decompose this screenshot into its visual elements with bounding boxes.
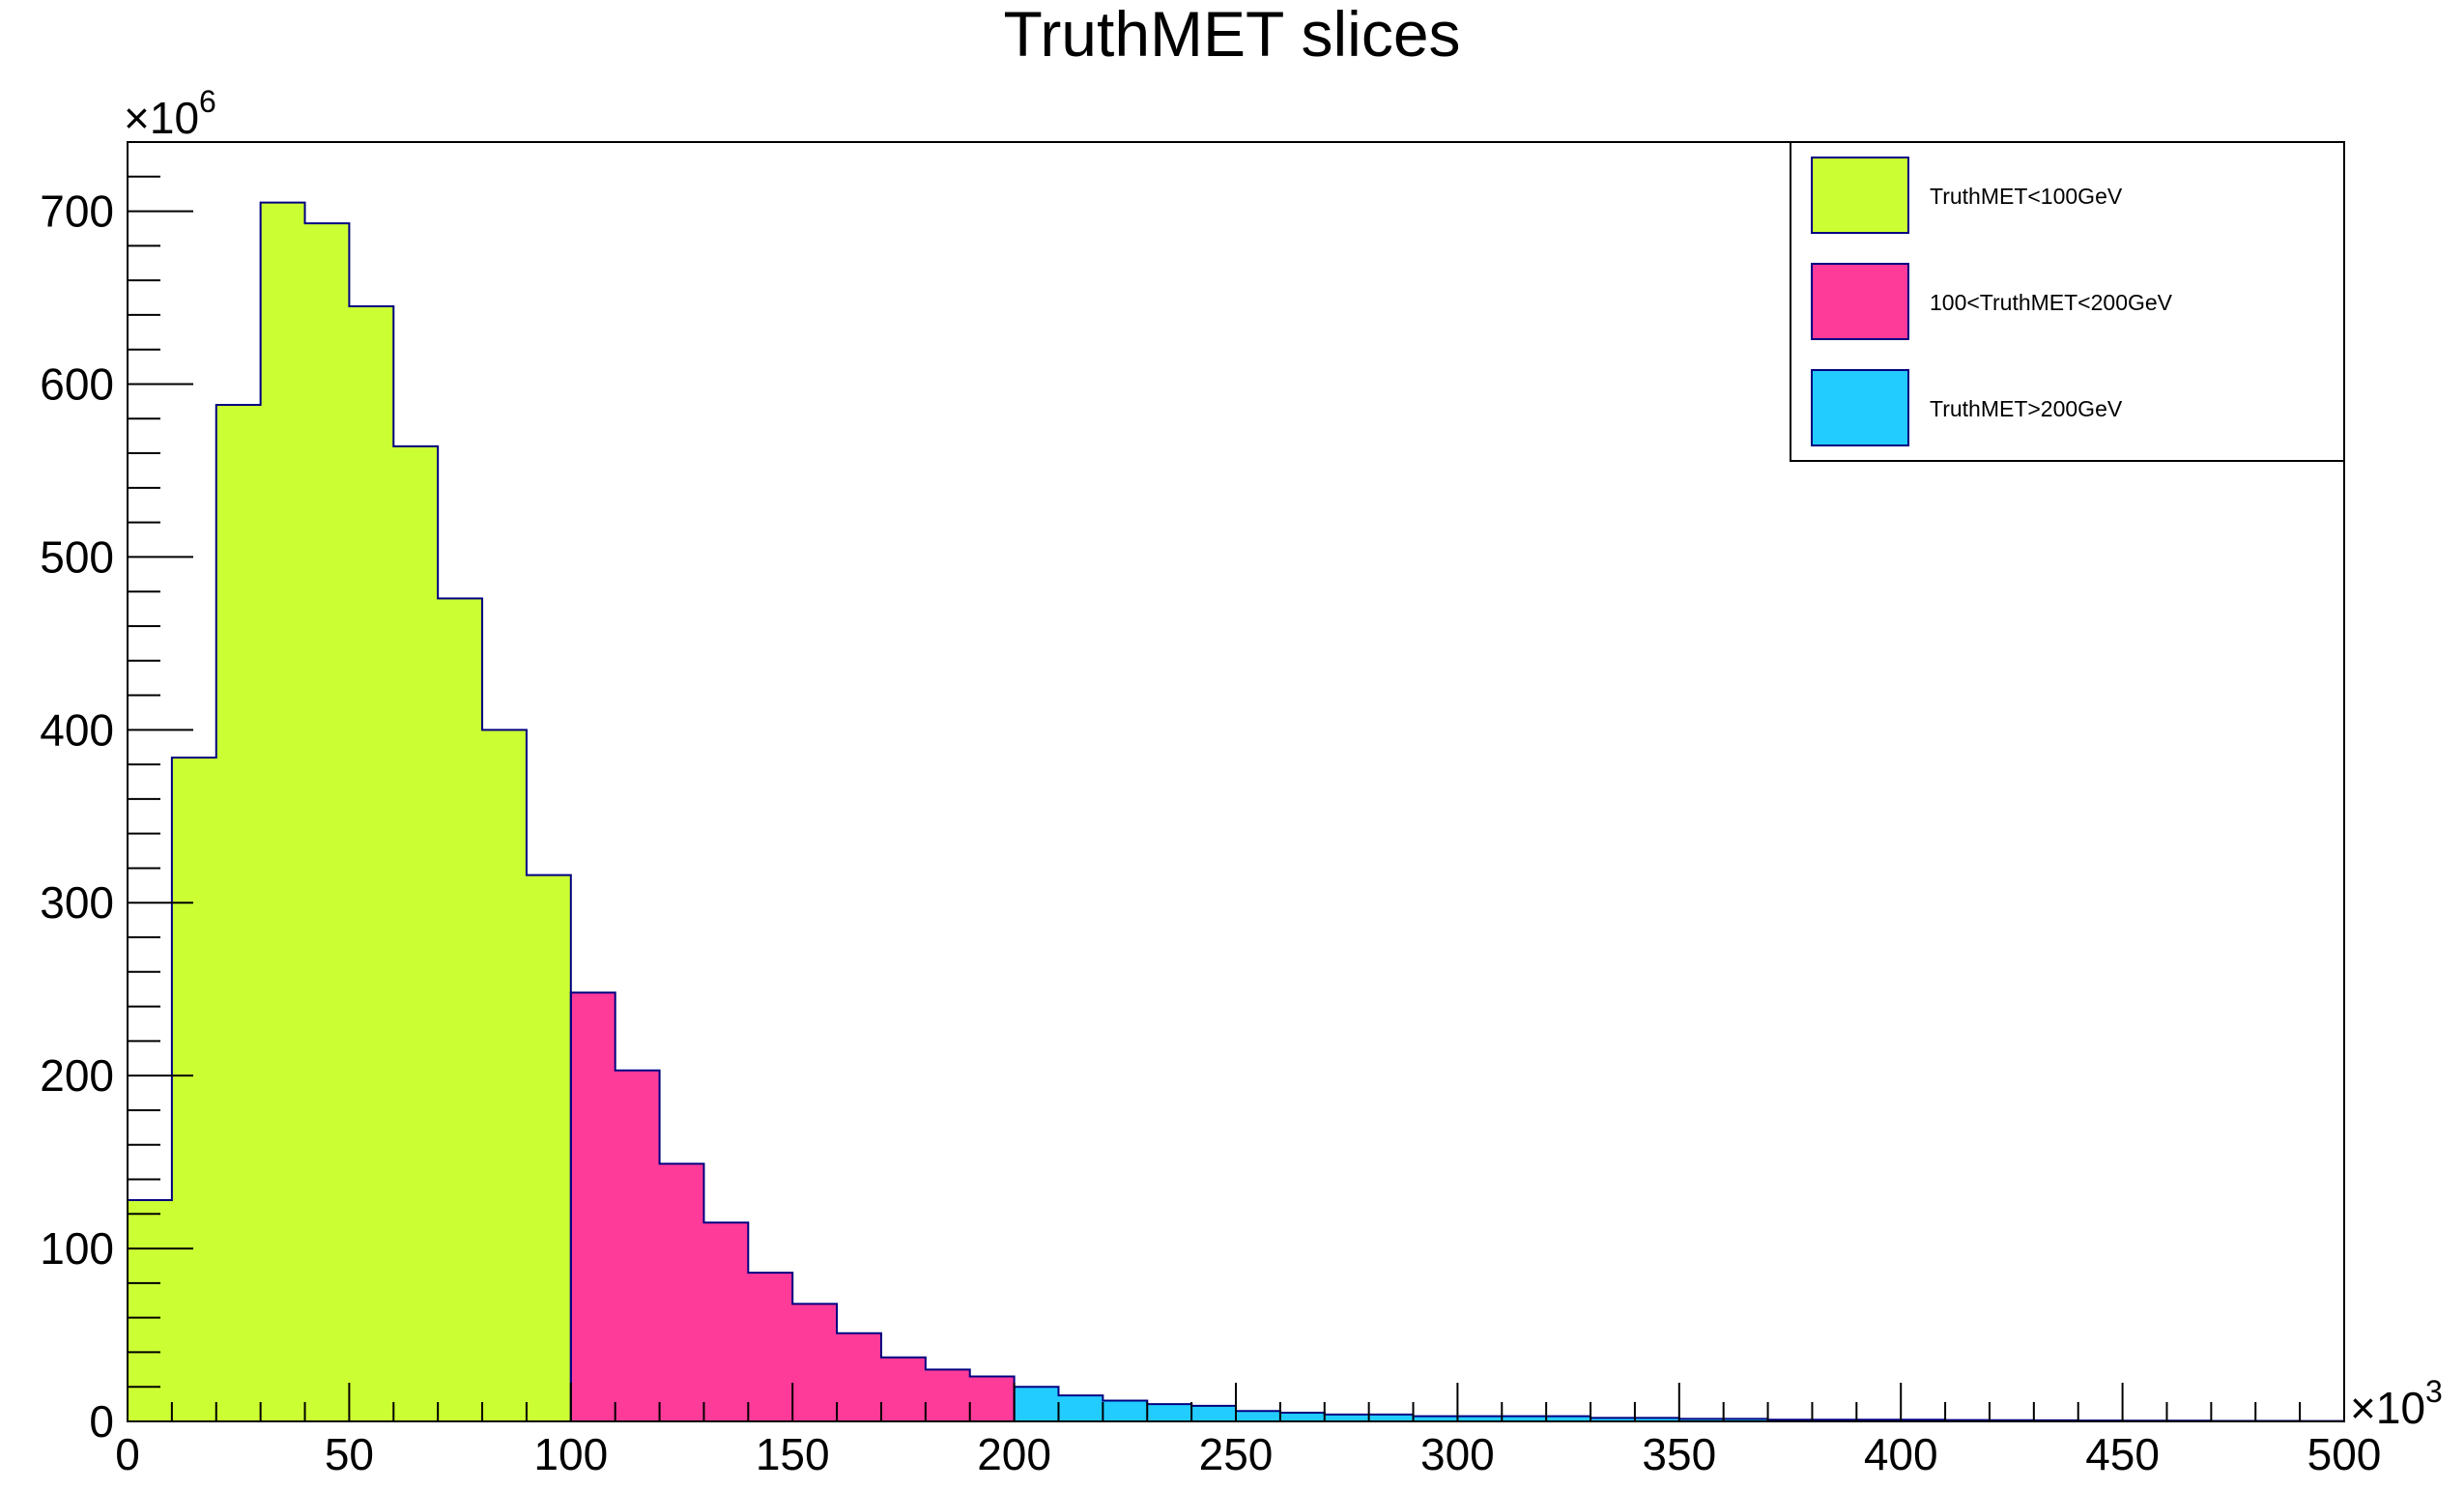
- legend-label-truthmet-low: TruthMET<100GeV: [1930, 184, 2123, 209]
- y-multiplier-exp: 6: [199, 84, 216, 119]
- x-tick-label: 450: [2085, 1429, 2160, 1479]
- chart-title: TruthMET slices: [1003, 0, 1460, 70]
- x-tick-label: 500: [2307, 1429, 2382, 1479]
- x-tick-label: 300: [1420, 1429, 1495, 1479]
- y-tick-label: 600: [40, 358, 114, 409]
- x-tick-label: 0: [115, 1429, 140, 1479]
- y-tick-label: 200: [40, 1050, 114, 1101]
- x-axis: 0 50 100 150 200 250 300 350 400 450 500: [115, 1383, 2381, 1479]
- bar-0-0: [128, 1199, 173, 1421]
- y-tick-label: 400: [40, 704, 114, 755]
- bar-2-2: [1103, 1400, 1148, 1421]
- bar-2-1: [1058, 1395, 1103, 1421]
- bar-0-1: [171, 757, 217, 1421]
- y-tick-label: 300: [40, 877, 114, 928]
- legend: TruthMET<100GeV 100<TruthMET<200GeV Trut…: [1790, 141, 2345, 462]
- bar-1-1: [615, 1070, 661, 1421]
- bar-0-5: [349, 305, 394, 1422]
- x-tick-label: 100: [533, 1429, 608, 1479]
- y-multiplier: ×106: [124, 84, 216, 143]
- bar-2-10: [1457, 1416, 1503, 1421]
- bar-2-6: [1279, 1413, 1326, 1421]
- y-axis: 0 100 200 300 400 500 600 700: [40, 141, 193, 1447]
- x-multiplier: ×103: [2350, 1374, 2443, 1433]
- x-tick-label: 400: [1864, 1429, 1938, 1479]
- y-tick-label: 100: [40, 1223, 114, 1274]
- bar-1-0: [570, 992, 616, 1421]
- bar-0-4: [304, 223, 350, 1421]
- bar-0-6: [393, 445, 439, 1421]
- bar-0-7: [438, 598, 483, 1421]
- x-tick-label: 350: [1642, 1429, 1716, 1479]
- bar-1-8: [925, 1369, 971, 1421]
- bar-2-9: [1413, 1416, 1458, 1421]
- bar-1-3: [703, 1222, 749, 1421]
- bar-2-11: [1502, 1416, 1547, 1421]
- y-multiplier-base: ×10: [124, 93, 199, 143]
- bar-2-12: [1546, 1416, 1591, 1421]
- series-outline-1: [569, 991, 1016, 1421]
- legend-swatch-truthmet-high: [1811, 369, 1909, 446]
- y-tick-label: 700: [40, 186, 114, 237]
- bar-2-13: [1590, 1418, 1636, 1421]
- histogram-bars: [128, 202, 2345, 1422]
- legend-label-truthmet-mid: 100<TruthMET<200GeV: [1930, 290, 2173, 315]
- bar-0-9: [526, 874, 572, 1421]
- bar-1-4: [748, 1273, 793, 1421]
- bar-0-2: [215, 404, 262, 1421]
- bar-2-0: [1014, 1387, 1060, 1421]
- bar-1-2: [659, 1163, 705, 1421]
- y-tick-label: 500: [40, 531, 114, 582]
- bar-1-9: [969, 1376, 1016, 1421]
- bar-1-5: [792, 1304, 838, 1421]
- x-tick-label: 150: [756, 1429, 830, 1479]
- bar-2-7: [1324, 1414, 1370, 1421]
- x-tick-label: 50: [325, 1429, 374, 1479]
- bar-0-3: [260, 202, 306, 1422]
- x-tick-label: 200: [977, 1429, 1051, 1479]
- legend-swatch-truthmet-low: [1811, 157, 1909, 234]
- x-tick-label: 250: [1199, 1429, 1274, 1479]
- legend-swatch-truthmet-mid: [1811, 263, 1909, 340]
- bar-1-6: [837, 1332, 882, 1421]
- x-multiplier-exp: 3: [2425, 1374, 2443, 1409]
- bar-2-14: [1634, 1418, 1680, 1421]
- bar-0-8: [482, 730, 528, 1421]
- bar-2-15: [1678, 1418, 1725, 1421]
- legend-label-truthmet-high: TruthMET>200GeV: [1930, 396, 2123, 421]
- bar-2-16: [1723, 1418, 1769, 1421]
- bar-1-7: [880, 1357, 927, 1421]
- bar-2-8: [1368, 1414, 1415, 1421]
- series-outline-0: [127, 201, 572, 1421]
- bar-2-5: [1236, 1411, 1281, 1421]
- bar-2-4: [1191, 1405, 1237, 1421]
- y-tick-label: 0: [89, 1396, 114, 1447]
- x-multiplier-base: ×10: [2350, 1383, 2425, 1433]
- bar-2-3: [1147, 1404, 1192, 1421]
